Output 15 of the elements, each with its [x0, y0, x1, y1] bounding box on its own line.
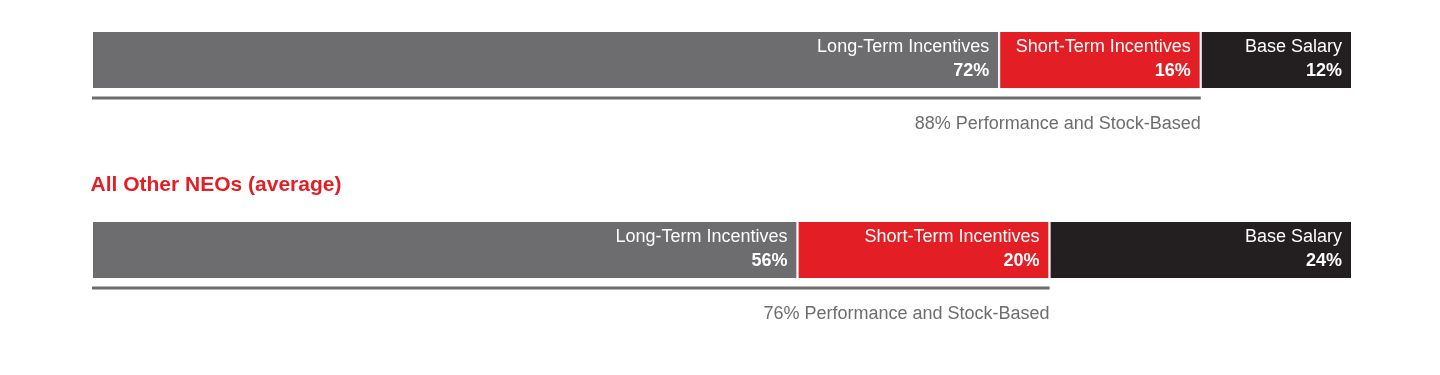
text: 76% Performance and Stock-Based	[763, 303, 1050, 323]
data-label: 20%	[1003, 250, 1040, 270]
data-label: 16%	[1154, 60, 1191, 80]
data-label: 24%	[1305, 250, 1342, 270]
series-label: Base Salary	[1244, 36, 1342, 56]
text: 88% Performance and Stock-Based	[914, 113, 1201, 133]
series-label: Long-Term Incentives	[817, 36, 990, 56]
chart-title: All Other NEOs (average)	[90, 172, 342, 195]
data-label: 72%	[953, 60, 990, 80]
data-label: 56%	[751, 250, 788, 270]
series-label: Base Salary	[1244, 226, 1342, 246]
series-label: Long-Term Incentives	[615, 226, 788, 246]
data-label: 12%	[1305, 60, 1342, 80]
series-label: Short-Term Incentives	[864, 226, 1040, 246]
series-label: Short-Term Incentives	[1015, 36, 1191, 56]
